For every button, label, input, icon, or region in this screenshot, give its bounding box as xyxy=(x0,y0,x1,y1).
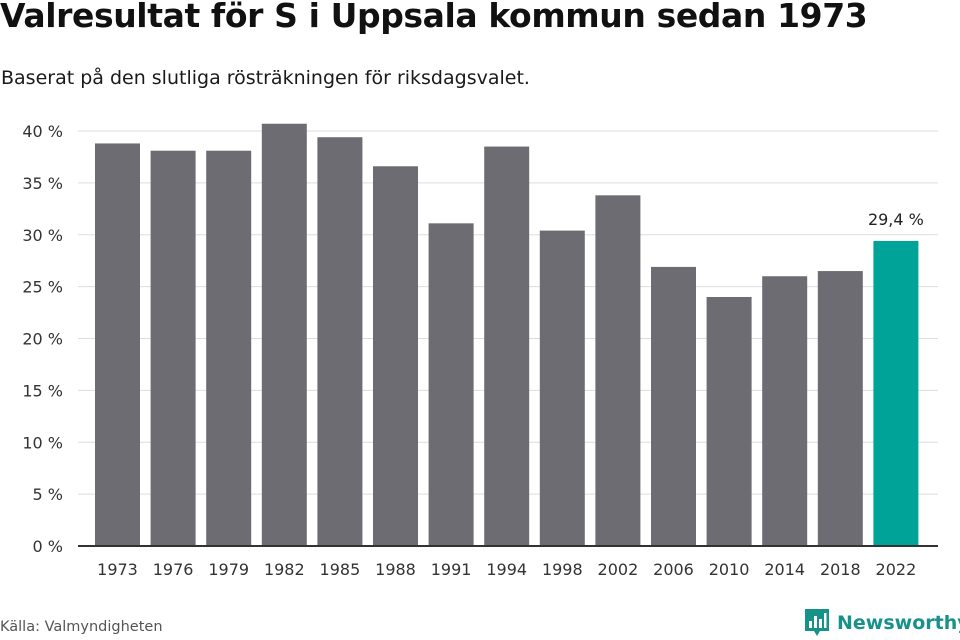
x-tick-label: 1976 xyxy=(153,560,194,579)
y-tick-label: 35 % xyxy=(22,174,63,193)
bar-2022 xyxy=(873,240,919,546)
brand-name: Newsworthy xyxy=(837,612,960,634)
newsworthy-logo-icon xyxy=(805,609,829,636)
bar-1976 xyxy=(150,150,196,546)
x-tick-label: 2006 xyxy=(653,560,694,579)
y-tick-label: 20 % xyxy=(22,330,63,349)
bar-2014 xyxy=(762,276,808,546)
chart-subtitle: Baserat på den slutliga rösträkningen fö… xyxy=(1,67,530,89)
y-tick-label: 40 % xyxy=(22,122,63,141)
x-tick-label: 1994 xyxy=(486,560,527,579)
bar-2006 xyxy=(651,266,696,546)
bar-1998 xyxy=(539,230,585,546)
x-tick-label: 1988 xyxy=(375,560,416,579)
bar-1982 xyxy=(261,123,307,547)
x-tick-label: 1973 xyxy=(97,560,138,579)
y-tick-label: 30 % xyxy=(22,226,63,245)
bar-1994 xyxy=(484,146,530,546)
x-tick-label: 2002 xyxy=(598,560,639,579)
data-label: 29,4 % xyxy=(868,210,924,229)
y-tick-label: 25 % xyxy=(22,278,63,297)
x-tick-label: 2010 xyxy=(709,560,750,579)
x-tick-label: 1998 xyxy=(542,560,583,579)
x-tick-label: 2018 xyxy=(820,560,861,579)
x-axis-tick-labels: 1973 1976 1979 1982 1985 1988 1991 1994 1998 2002… xyxy=(97,560,916,579)
x-tick-label: 1991 xyxy=(431,560,472,579)
bars xyxy=(95,123,919,547)
bar-1985 xyxy=(317,137,363,546)
annotations: 29,4 % xyxy=(868,210,924,229)
x-tick-label: 2014 xyxy=(764,560,805,579)
bar-2018 xyxy=(817,271,863,546)
x-tick-label: 1982 xyxy=(264,560,305,579)
brand-logo: Newsworthy xyxy=(804,608,960,638)
chart-title: Valresultat för S i Uppsala kommun sedan… xyxy=(0,0,868,35)
x-tick-label: 2022 xyxy=(876,560,917,579)
y-tick-label: 15 % xyxy=(22,381,63,400)
y-tick-label: 0 % xyxy=(33,537,63,556)
x-tick-label: 1985 xyxy=(320,560,361,579)
bar-2002 xyxy=(595,195,641,546)
y-axis-tick-labels: 0 % 5 % 10 % 15 % 20 % 25 % 30 % 35 % 40 % xyxy=(22,122,63,556)
bar-1973 xyxy=(95,143,140,546)
bar-1979 xyxy=(206,150,252,546)
source-note: Källa: Valmyndigheten xyxy=(0,619,163,635)
bar-2010 xyxy=(706,297,752,546)
bar-1988 xyxy=(373,166,418,546)
y-tick-label: 5 % xyxy=(33,485,63,504)
bar-1991 xyxy=(428,223,474,546)
x-tick-label: 1979 xyxy=(208,560,249,579)
y-tick-label: 10 % xyxy=(22,433,63,452)
